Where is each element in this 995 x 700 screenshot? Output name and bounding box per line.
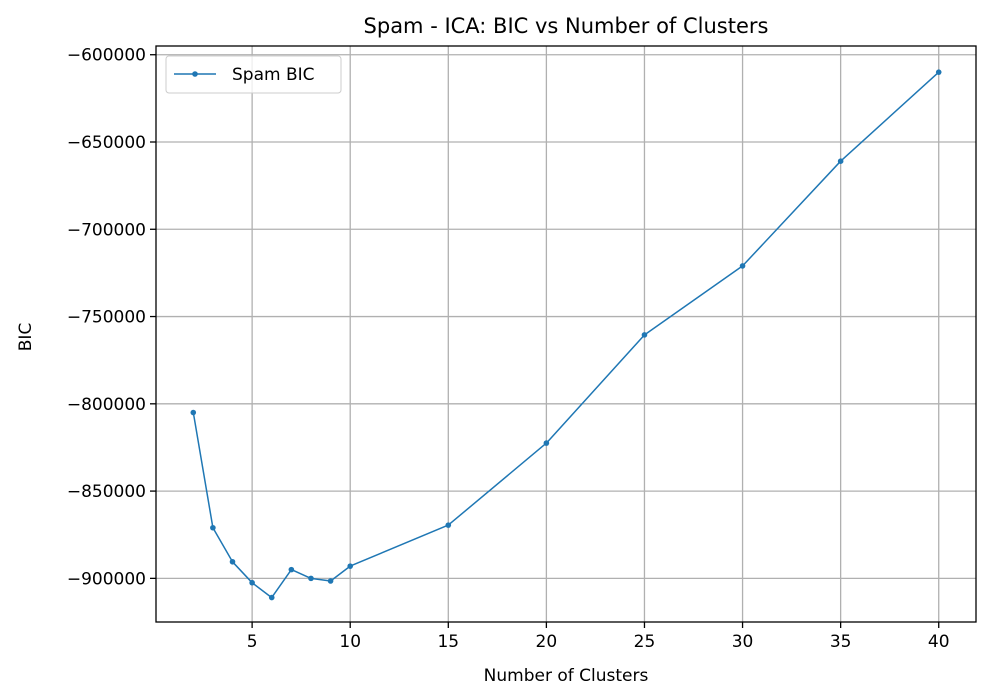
data-point: [249, 579, 255, 586]
series-group: [190, 69, 942, 601]
data-point: [935, 69, 942, 75]
x-tick-label: 35: [830, 632, 852, 652]
y-tick-label: −750000: [67, 308, 146, 328]
data-point: [229, 558, 236, 565]
chart-title: Spam - ICA: BIC vs Number of Clusters: [364, 14, 769, 38]
x-axis-label: Number of Clusters: [484, 666, 649, 686]
y-tick-label: −850000: [67, 482, 146, 502]
x-tick-label: 15: [437, 632, 459, 652]
legend: Spam BIC: [165, 55, 342, 94]
data-point: [288, 566, 295, 573]
data-point: [445, 522, 452, 528]
data-point: [308, 575, 314, 582]
data-point: [210, 524, 216, 531]
legend-box: [165, 55, 342, 94]
data-point: [543, 440, 550, 446]
plot-frame: [155, 45, 977, 623]
x-tick-label: 30: [732, 632, 754, 652]
y-tick-label: −900000: [67, 569, 146, 589]
data-point: [190, 409, 197, 416]
data-point: [347, 563, 354, 569]
x-tick-label: 5: [247, 632, 258, 652]
y-tick-label: −650000: [67, 133, 146, 153]
data-point: [268, 594, 275, 601]
data-point: [641, 332, 648, 338]
y-axis-label: BIC: [16, 323, 36, 352]
x-axis-ticks: 5 10 15 20 25 30 35 40: [247, 622, 950, 652]
data-point: [837, 158, 844, 164]
y-tick-label: −800000: [67, 395, 146, 415]
x-tick-label: 10: [339, 632, 361, 652]
x-tick-label: 40: [928, 632, 950, 652]
data-point: [739, 263, 746, 269]
y-axis-ticks: −900000 −850000 −800000 −750000 −700000 −6500…: [67, 46, 156, 589]
x-tick-label: 25: [634, 632, 656, 652]
legend-label: Spam BIC: [232, 65, 315, 85]
data-point: [327, 578, 334, 584]
y-tick-label: −700000: [67, 220, 146, 240]
legend-marker-swatch: [192, 71, 198, 77]
y-tick-label: −600000: [67, 46, 146, 66]
x-tick-label: 20: [536, 632, 558, 652]
